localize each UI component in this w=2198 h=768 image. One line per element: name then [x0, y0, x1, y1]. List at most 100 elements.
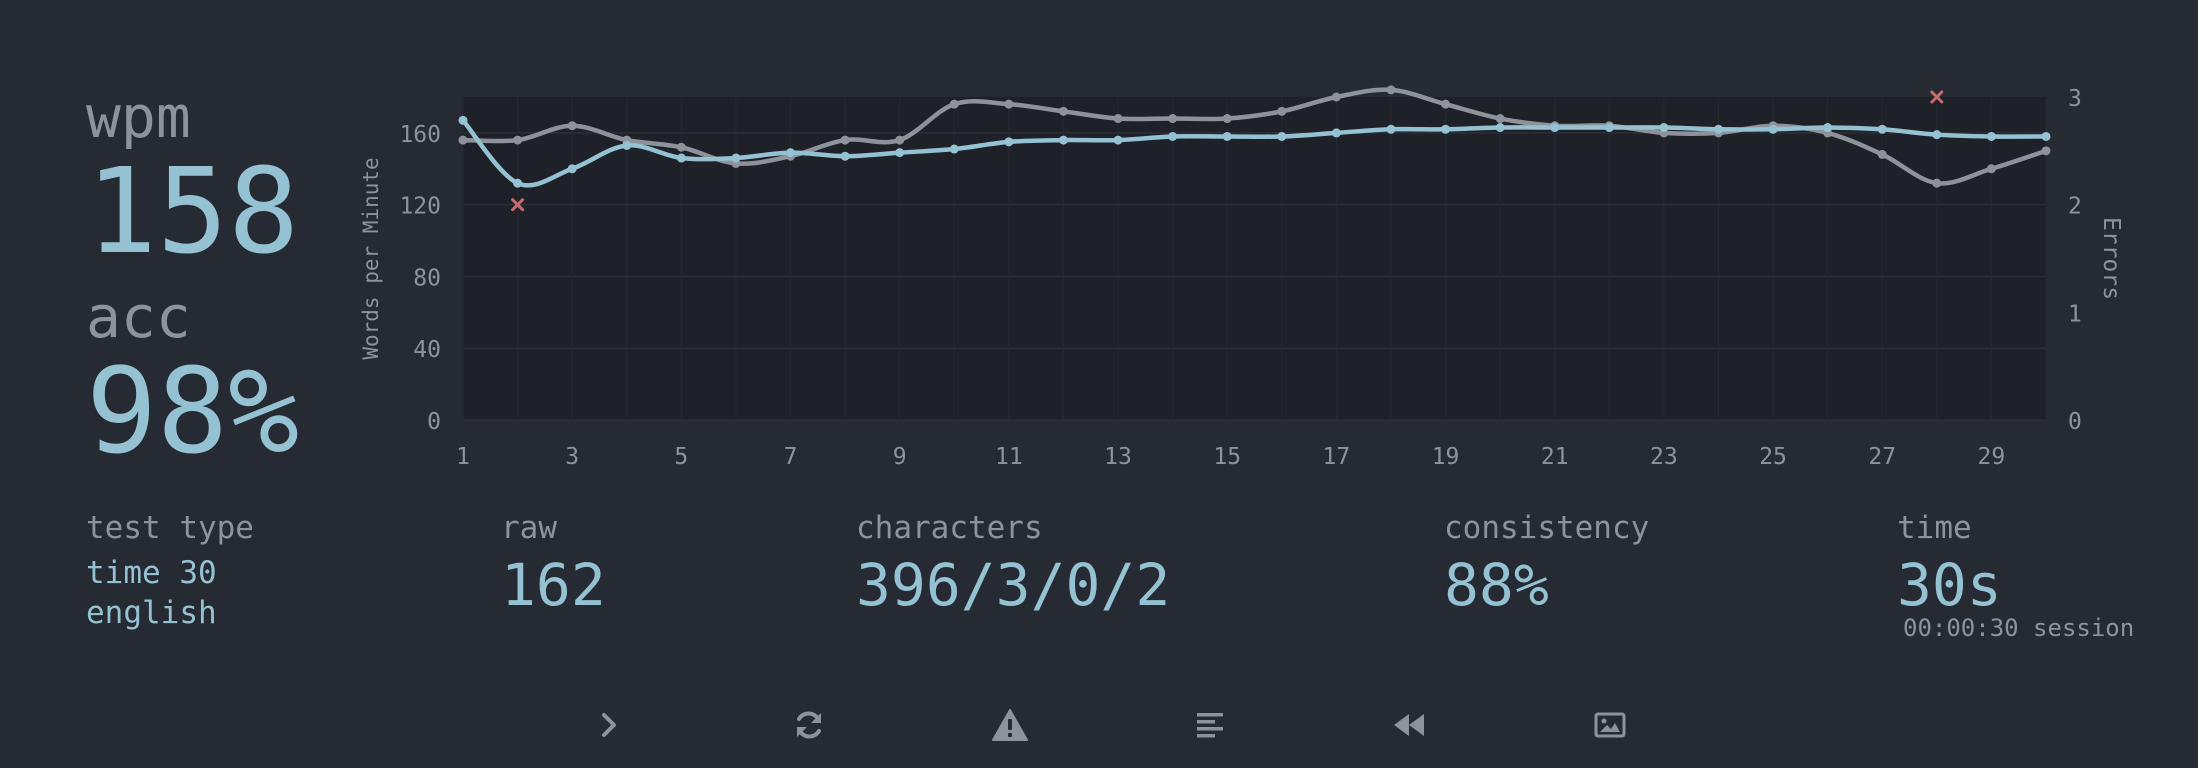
x-tick-label: 1 — [456, 444, 470, 470]
y-tick-label: 40 — [413, 337, 441, 363]
raw-point — [1222, 114, 1232, 124]
characters-label: characters — [856, 510, 1043, 546]
raw-point — [1986, 164, 1996, 174]
wpm-point — [731, 153, 741, 163]
session-time: 00:00:30 session — [1903, 614, 2135, 642]
x-tick-label: 7 — [784, 444, 798, 470]
raw-point — [1386, 85, 1396, 95]
x-tick-label: 21 — [1541, 444, 1569, 470]
wpm-point — [1331, 128, 1341, 138]
wpm-point — [1713, 124, 1723, 134]
x-tick-label: 17 — [1323, 444, 1351, 470]
characters-value: 396/3/0/2 — [856, 551, 1171, 619]
raw-point — [676, 142, 686, 152]
y-axis-label: Words per Minute — [359, 157, 383, 359]
raw-point — [1004, 99, 1014, 109]
raw-point — [949, 99, 959, 109]
y2-tick-label: 1 — [2068, 301, 2082, 327]
raw-point — [1058, 106, 1068, 116]
raw-point — [567, 121, 577, 131]
warning-icon — [992, 709, 1028, 741]
raw-point — [1331, 92, 1341, 102]
wpm-point — [1386, 124, 1396, 134]
y-tick-label: 0 — [427, 409, 441, 435]
wpm-point — [458, 115, 468, 125]
x-tick-label: 15 — [1213, 444, 1241, 470]
raw-point — [1932, 178, 1942, 188]
acc-value: 98% — [86, 342, 300, 480]
y2-tick-label: 2 — [2068, 194, 2082, 220]
acc-label: acc — [86, 283, 191, 351]
raw-point — [840, 135, 850, 145]
text-align-left-icon — [1197, 713, 1223, 738]
x-tick-label: 29 — [1978, 444, 2006, 470]
chevron-right-icon — [602, 713, 616, 737]
toggle-words-history-button[interactable] — [980, 700, 1040, 750]
wpm-point — [1004, 137, 1014, 147]
error-marker — [511, 198, 525, 212]
wpm-point — [1823, 123, 1833, 133]
raw-point — [1113, 114, 1123, 124]
wpm-point — [1604, 123, 1614, 133]
wpm-value: 158 — [86, 142, 300, 280]
raw-point — [458, 135, 468, 145]
wpm-point — [895, 148, 905, 158]
rewind-icon — [1394, 714, 1424, 736]
wpm-point — [840, 151, 850, 161]
time-value: 30s — [1897, 551, 2002, 619]
image-icon — [1594, 712, 1626, 738]
wpm-point — [513, 178, 523, 188]
raw-label: raw — [501, 510, 557, 546]
next-test-button[interactable] — [579, 700, 639, 750]
x-tick-label: 25 — [1759, 444, 1787, 470]
time-label: time — [1897, 510, 1972, 546]
x-tick-label: 19 — [1432, 444, 1460, 470]
y2-tick-label: 3 — [2068, 86, 2082, 112]
restart-test-button[interactable] — [779, 700, 839, 750]
watch-replay-button[interactable] — [1380, 700, 1440, 750]
wpm-point — [1441, 124, 1451, 134]
wpm-point — [1495, 123, 1505, 133]
x-tick-label: 9 — [893, 444, 907, 470]
wpm-point — [1659, 123, 1669, 133]
wpm-point — [1986, 131, 1996, 141]
wpm-point — [622, 140, 632, 150]
x-tick-label: 13 — [1104, 444, 1132, 470]
raw-point — [513, 135, 523, 145]
consistency-label: consistency — [1444, 510, 1650, 546]
wpm-point — [1932, 130, 1942, 140]
test-type-mode: time 30 — [86, 555, 217, 591]
y-tick-label: 160 — [399, 122, 441, 148]
raw-point — [1277, 106, 1287, 116]
save-screenshot-button[interactable] — [1580, 700, 1640, 750]
wpm-point — [1768, 124, 1778, 134]
wpm-point — [1222, 131, 1232, 141]
raw-point — [1877, 149, 1887, 159]
wpm-point — [1168, 131, 1178, 141]
y-tick-label: 80 — [413, 265, 441, 291]
raw-point — [1495, 114, 1505, 124]
word-history-button[interactable] — [1180, 700, 1240, 750]
wpm-label: wpm — [86, 83, 191, 151]
y-tick-label: 120 — [399, 194, 441, 220]
y2-tick-label: 0 — [2068, 409, 2082, 435]
plot-area — [463, 97, 2046, 420]
x-tick-label: 11 — [995, 444, 1023, 470]
raw-value: 162 — [501, 551, 606, 619]
wpm-point — [1277, 131, 1287, 141]
raw-point — [1441, 99, 1451, 109]
consistency-value: 88% — [1444, 551, 1549, 619]
refresh-icon — [797, 711, 821, 739]
wpm-point — [1113, 135, 1123, 145]
wpm-point — [1877, 124, 1887, 134]
x-tick-label: 27 — [1868, 444, 1896, 470]
wpm-point — [1058, 135, 1068, 145]
test-type-label: test type — [86, 510, 254, 546]
test-type-language: english — [86, 595, 217, 631]
y2-axis-label: Errors — [2098, 217, 2124, 300]
raw-point — [895, 135, 905, 145]
wpm-point — [786, 148, 796, 158]
error-marker — [1930, 90, 1944, 104]
